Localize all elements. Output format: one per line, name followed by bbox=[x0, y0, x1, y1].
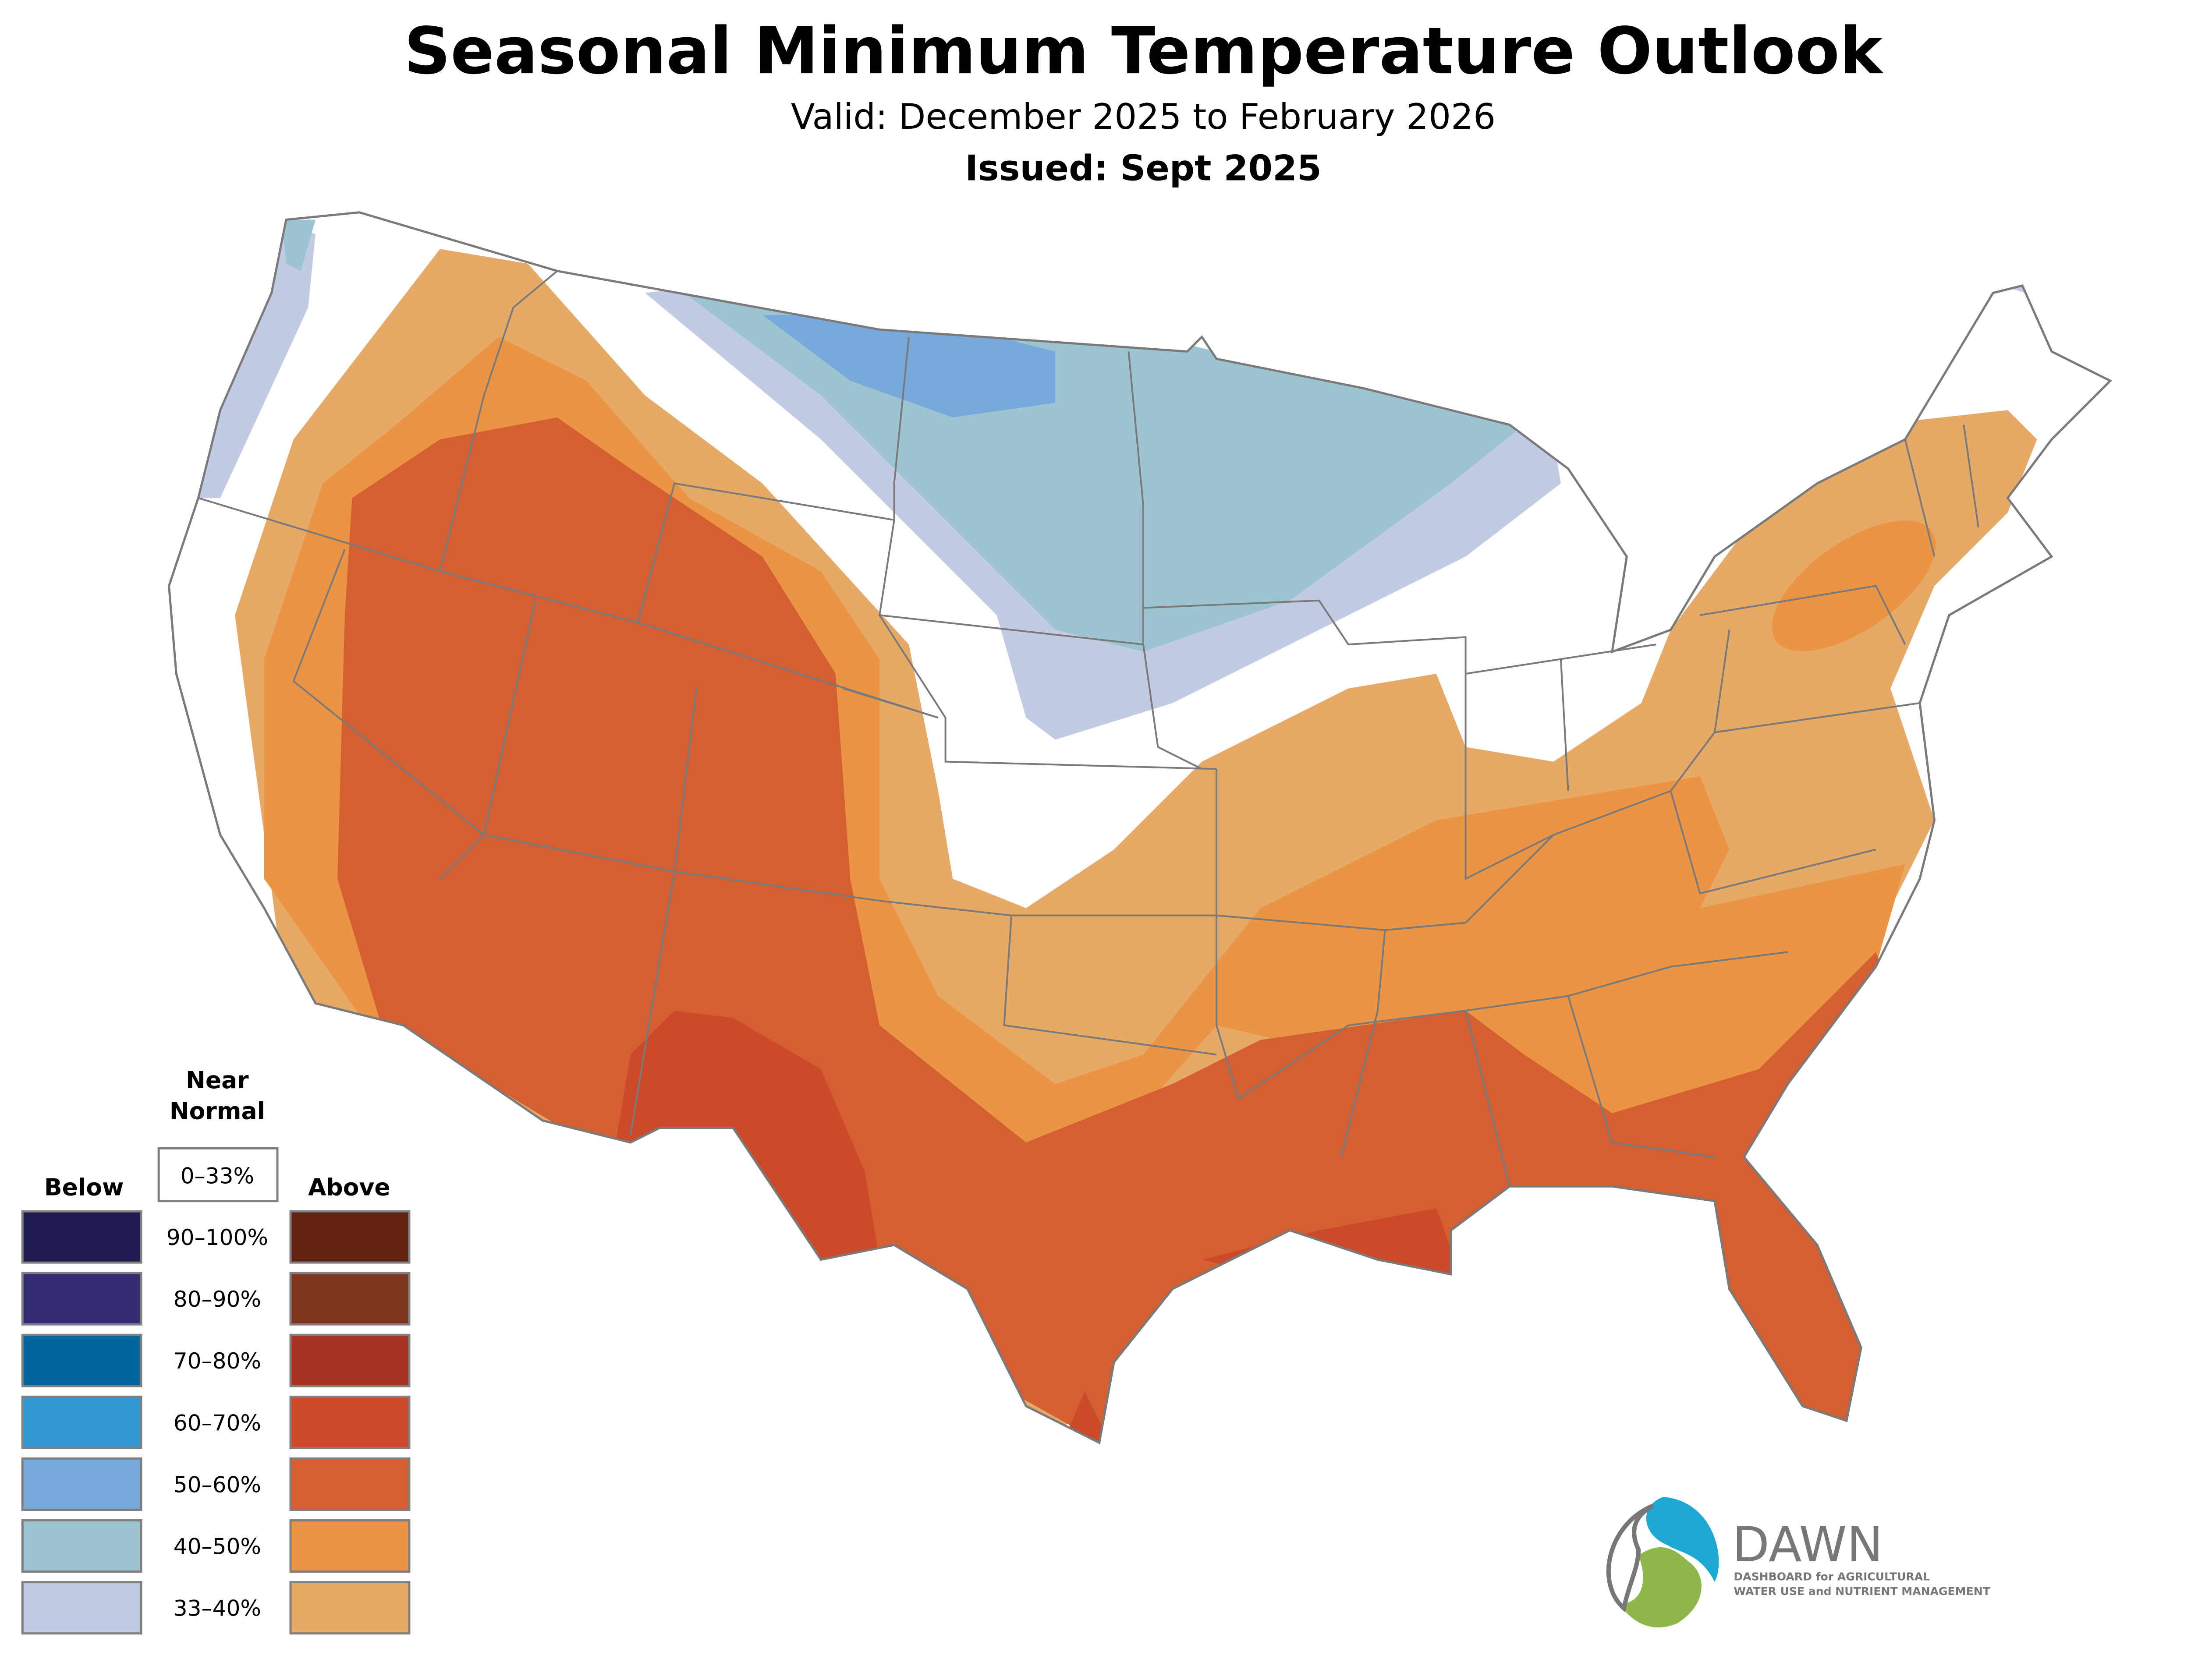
below-50-60-region bbox=[762, 315, 1056, 417]
legend-above-swatch bbox=[289, 1272, 411, 1326]
legend-above-swatch bbox=[289, 1210, 411, 1264]
valid-period: Valid: December 2025 to February 2026 bbox=[791, 96, 1496, 137]
logo-water-drop bbox=[1646, 1497, 1719, 1582]
legend-range-label: 40–50% bbox=[174, 1533, 261, 1559]
legend-range-label: 50–60% bbox=[174, 1471, 261, 1497]
legend-range-label: 80–90% bbox=[174, 1286, 261, 1312]
legend-near-normal-line1: Near bbox=[186, 1066, 249, 1094]
legend-above-swatch bbox=[289, 1395, 411, 1449]
legend-below-label: Below bbox=[44, 1173, 124, 1201]
legend-near-normal-swatch bbox=[157, 1147, 279, 1203]
above-40-50-northeast bbox=[1772, 520, 1936, 651]
logo-line2: WATER USE and NUTRIENT MANAGEMENT bbox=[1734, 1585, 1990, 1598]
legend-range-label: 33–40% bbox=[174, 1595, 261, 1621]
legend-below-swatch bbox=[21, 1457, 142, 1511]
legend-above-swatch bbox=[289, 1519, 411, 1573]
state-borders bbox=[198, 270, 1979, 1187]
logo-name: DAWN bbox=[1732, 1517, 1883, 1573]
legend-range-label: 70–80% bbox=[174, 1348, 261, 1374]
legend-above-swatch bbox=[289, 1457, 411, 1511]
legend-near-normal-range: 0–33% bbox=[181, 1163, 254, 1189]
issued-date: Issued: Sept 2025 bbox=[965, 148, 1322, 188]
logo-leaf bbox=[1619, 1547, 1702, 1628]
legend-below-swatch bbox=[21, 1519, 142, 1573]
legend-above-swatch bbox=[289, 1333, 411, 1387]
above-60-70-texas bbox=[616, 1011, 880, 1274]
logo-circuit bbox=[1606, 1503, 1654, 1613]
legend-below-swatch bbox=[21, 1581, 142, 1635]
legend-above-label: Above bbox=[308, 1173, 390, 1201]
legend-below-swatch bbox=[21, 1333, 142, 1387]
legend-below-swatch bbox=[21, 1272, 142, 1326]
legend-range-label: 60–70% bbox=[174, 1410, 261, 1436]
below-40-50-washington bbox=[282, 219, 316, 271]
legend-range-label: 90–100% bbox=[167, 1224, 268, 1250]
legend-below-swatch bbox=[21, 1210, 142, 1264]
legend: Near Normal 0–33% Below Above 90–100% 80–… bbox=[21, 1066, 411, 1635]
legend-above-swatch bbox=[289, 1581, 411, 1635]
map-title: Seasonal Minimum Temperature Outlook bbox=[404, 13, 1884, 88]
legend-below-swatch bbox=[21, 1395, 142, 1449]
legend-near-normal-line2: Normal bbox=[170, 1097, 265, 1125]
dawn-logo: DAWN DASHBOARD for AGRICULTURAL WATER US… bbox=[1606, 1497, 1990, 1628]
logo-line1: DASHBOARD for AGRICULTURAL bbox=[1734, 1570, 1930, 1583]
